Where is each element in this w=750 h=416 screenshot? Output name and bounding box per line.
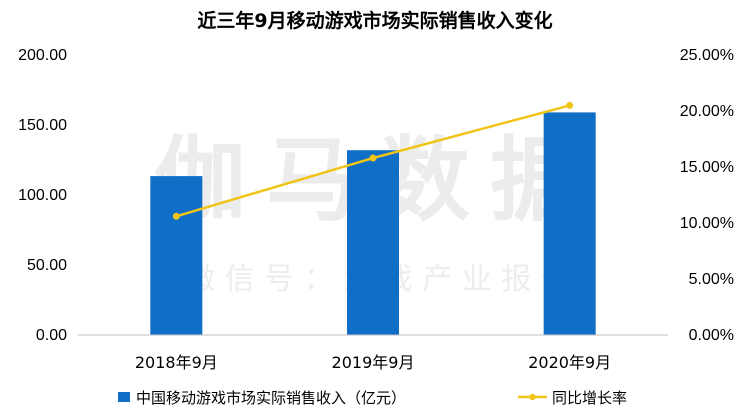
legend: 中国移动游戏市场实际销售收入（亿元） 同比增长率 (118, 389, 627, 407)
right-tick-label: 10.00% (680, 215, 734, 232)
category-label: 2020年9月 (528, 353, 611, 372)
right-tick-label: 15.00% (680, 159, 734, 176)
left-tick-label: 0.00 (36, 327, 67, 344)
bar-series (150, 112, 596, 336)
left-axis-ticks: 0.00 50.00 100.00 150.00 200.00 (18, 47, 67, 344)
bar (150, 176, 203, 335)
line-point (369, 154, 377, 162)
right-tick-label: 5.00% (689, 271, 734, 288)
right-tick-label: 0.00% (689, 327, 734, 344)
category-label: 2018年9月 (135, 353, 218, 372)
right-tick-label: 20.00% (680, 103, 734, 120)
legend-label-bar: 中国移动游戏市场实际销售收入（亿元） (136, 389, 406, 407)
legend-swatch-marker (529, 393, 536, 401)
left-tick-label: 50.00 (27, 257, 67, 274)
right-tick-label: 25.00% (680, 47, 734, 64)
left-tick-label: 100.00 (18, 187, 67, 204)
category-labels: 2018年9月 2019年9月 2020年9月 (135, 353, 611, 372)
legend-swatch-bar (118, 392, 130, 402)
bar (543, 112, 596, 336)
line-point (566, 101, 574, 109)
category-label: 2019年9月 (332, 353, 415, 372)
chart-title: 近三年9月移动游戏市场实际销售收入变化 (197, 10, 553, 32)
line-point (172, 212, 180, 220)
bar (347, 150, 399, 335)
left-tick-label: 200.00 (18, 47, 67, 64)
line-series (172, 101, 574, 220)
right-axis-ticks: 0.00% 5.00% 10.00% 15.00% 20.00% 25.00% (680, 47, 734, 344)
left-tick-label: 150.00 (18, 117, 67, 134)
legend-label-line: 同比增长率 (552, 389, 627, 407)
